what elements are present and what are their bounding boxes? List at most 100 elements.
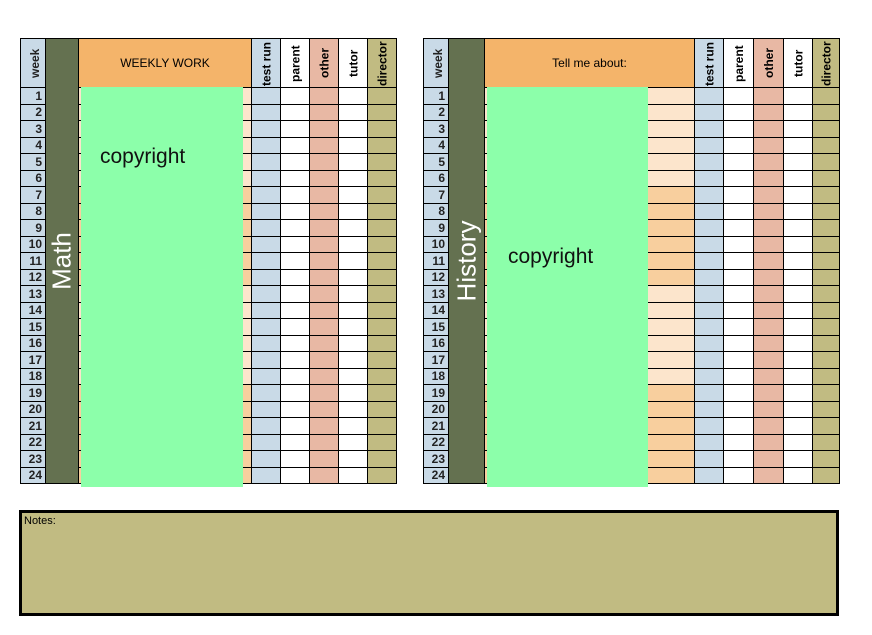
notes-box[interactable]: Notes: [19,510,839,616]
check-cell-other[interactable] [309,169,339,187]
check-cell-other[interactable] [753,268,784,286]
check-cell-test-run[interactable] [251,169,281,187]
check-cell-director[interactable] [367,285,397,303]
check-cell-tutor[interactable] [338,252,368,270]
check-cell-test-run[interactable] [694,103,724,121]
check-cell-parent[interactable] [280,384,310,402]
check-cell-tutor[interactable] [783,318,813,336]
check-cell-test-run[interactable] [694,285,724,303]
check-cell-director[interactable] [812,252,840,270]
check-cell-parent[interactable] [280,268,310,286]
check-cell-tutor[interactable] [783,400,813,418]
check-cell-test-run[interactable] [251,433,281,451]
check-cell-tutor[interactable] [338,334,368,352]
check-cell-test-run[interactable] [251,87,281,105]
check-cell-director[interactable] [812,400,840,418]
check-cell-test-run[interactable] [694,153,724,171]
check-cell-other[interactable] [753,136,784,154]
check-cell-tutor[interactable] [338,450,368,468]
check-cell-director[interactable] [367,186,397,204]
check-cell-director[interactable] [812,202,840,220]
check-cell-director[interactable] [812,433,840,451]
check-cell-tutor[interactable] [338,120,368,138]
check-cell-parent[interactable] [723,202,754,220]
check-cell-test-run[interactable] [694,87,724,105]
check-cell-parent[interactable] [723,103,754,121]
check-cell-tutor[interactable] [783,351,813,369]
check-cell-other[interactable] [309,202,339,220]
check-cell-test-run[interactable] [251,318,281,336]
check-cell-other[interactable] [753,450,784,468]
check-cell-other[interactable] [309,367,339,385]
check-cell-test-run[interactable] [694,384,724,402]
check-cell-other[interactable] [753,103,784,121]
check-cell-test-run[interactable] [251,202,281,220]
check-cell-other[interactable] [309,235,339,253]
check-cell-parent[interactable] [723,186,754,204]
check-cell-tutor[interactable] [338,367,368,385]
check-cell-test-run[interactable] [694,351,724,369]
check-cell-other[interactable] [753,169,784,187]
check-cell-test-run[interactable] [251,301,281,319]
check-cell-test-run[interactable] [694,252,724,270]
check-cell-test-run[interactable] [251,120,281,138]
check-cell-parent[interactable] [723,466,754,484]
check-cell-director[interactable] [812,318,840,336]
check-cell-tutor[interactable] [783,384,813,402]
check-cell-parent[interactable] [280,351,310,369]
check-cell-director[interactable] [367,235,397,253]
check-cell-parent[interactable] [280,153,310,171]
check-cell-parent[interactable] [723,285,754,303]
check-cell-other[interactable] [753,153,784,171]
check-cell-other[interactable] [753,301,784,319]
check-cell-parent[interactable] [723,450,754,468]
check-cell-parent[interactable] [280,334,310,352]
check-cell-parent[interactable] [723,384,754,402]
check-cell-other[interactable] [753,285,784,303]
check-cell-other[interactable] [753,334,784,352]
check-cell-other[interactable] [309,120,339,138]
check-cell-tutor[interactable] [783,334,813,352]
check-cell-tutor[interactable] [338,169,368,187]
check-cell-test-run[interactable] [694,433,724,451]
check-cell-parent[interactable] [280,433,310,451]
check-cell-tutor[interactable] [783,417,813,435]
check-cell-parent[interactable] [280,202,310,220]
check-cell-test-run[interactable] [251,186,281,204]
check-cell-test-run[interactable] [694,334,724,352]
check-cell-test-run[interactable] [251,466,281,484]
check-cell-director[interactable] [812,136,840,154]
check-cell-test-run[interactable] [251,103,281,121]
check-cell-director[interactable] [367,433,397,451]
check-cell-other[interactable] [309,400,339,418]
check-cell-test-run[interactable] [694,169,724,187]
check-cell-parent[interactable] [723,367,754,385]
check-cell-test-run[interactable] [251,136,281,154]
check-cell-tutor[interactable] [783,235,813,253]
check-cell-test-run[interactable] [694,417,724,435]
check-cell-test-run[interactable] [251,351,281,369]
check-cell-other[interactable] [753,252,784,270]
check-cell-parent[interactable] [280,103,310,121]
check-cell-other[interactable] [309,219,339,237]
check-cell-director[interactable] [367,351,397,369]
check-cell-tutor[interactable] [783,103,813,121]
check-cell-parent[interactable] [723,400,754,418]
check-cell-tutor[interactable] [338,318,368,336]
check-cell-test-run[interactable] [251,400,281,418]
check-cell-director[interactable] [367,120,397,138]
check-cell-parent[interactable] [280,120,310,138]
check-cell-other[interactable] [309,318,339,336]
check-cell-test-run[interactable] [694,268,724,286]
check-cell-other[interactable] [309,466,339,484]
check-cell-tutor[interactable] [338,235,368,253]
check-cell-parent[interactable] [723,169,754,187]
check-cell-test-run[interactable] [694,202,724,220]
check-cell-director[interactable] [812,120,840,138]
check-cell-director[interactable] [812,235,840,253]
check-cell-parent[interactable] [280,367,310,385]
check-cell-other[interactable] [753,219,784,237]
check-cell-test-run[interactable] [251,252,281,270]
check-cell-director[interactable] [367,169,397,187]
check-cell-director[interactable] [812,367,840,385]
